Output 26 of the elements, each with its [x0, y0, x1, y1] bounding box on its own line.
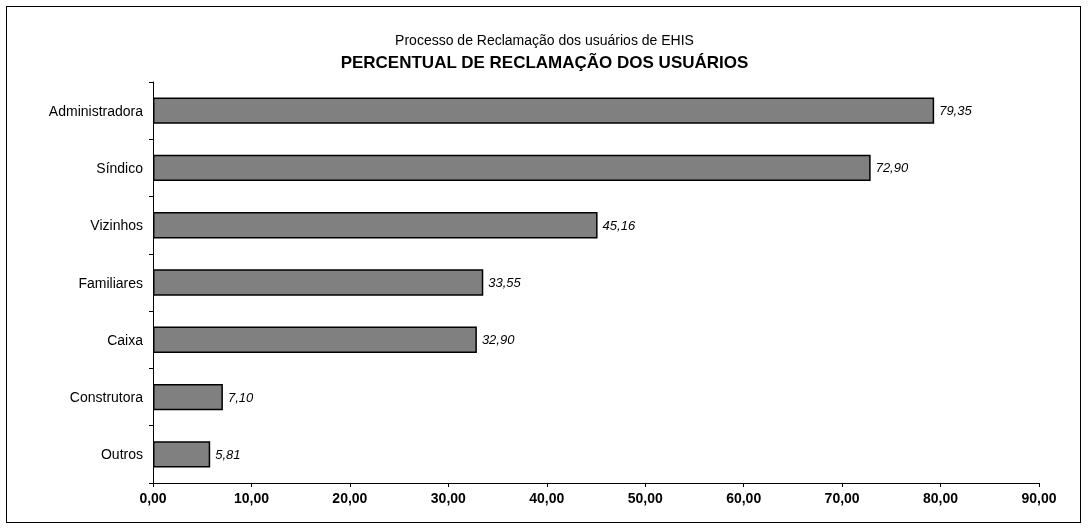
data-label: 33,55: [488, 275, 522, 290]
x-tick-label: 50,00: [627, 490, 663, 506]
chart-title: PERCENTUAL DE RECLAMAÇÃO DOS USUÁRIOS: [340, 52, 749, 72]
x-tick-label: 20,00: [332, 490, 368, 506]
y-tick-label: Construtora: [69, 389, 144, 406]
y-tick-label: Familiares: [78, 274, 143, 291]
x-tick-label: 0,00: [139, 490, 167, 506]
x-tick-label: 10,00: [233, 490, 270, 506]
x-tick-label: 40,00: [529, 490, 565, 506]
data-label: 45,16: [602, 217, 636, 233]
data-label: 79,35: [939, 103, 973, 119]
y-tick-label: Vizinhos: [90, 217, 143, 234]
y-tick-label: Caixa: [107, 331, 144, 348]
x-tick-label: 90,00: [1021, 490, 1057, 506]
data-label: 72,90: [875, 160, 909, 176]
y-tick-label: Outros: [100, 446, 143, 463]
x-tick-label: 30,00: [430, 490, 467, 506]
x-tick-label: 60,00: [726, 490, 762, 506]
data-label: 7,10: [227, 389, 254, 405]
data-label: 5,81: [215, 446, 241, 462]
y-tick-label: Administradora: [48, 102, 144, 119]
data-label: 32,90: [481, 332, 516, 348]
y-tick-label: Síndico: [96, 159, 144, 176]
x-tick-label: 80,00: [923, 490, 959, 506]
chart-subtitle: Processo de Reclamação dos usuários de EHIS: [395, 32, 694, 48]
x-tick-label: 70,00: [824, 490, 860, 506]
